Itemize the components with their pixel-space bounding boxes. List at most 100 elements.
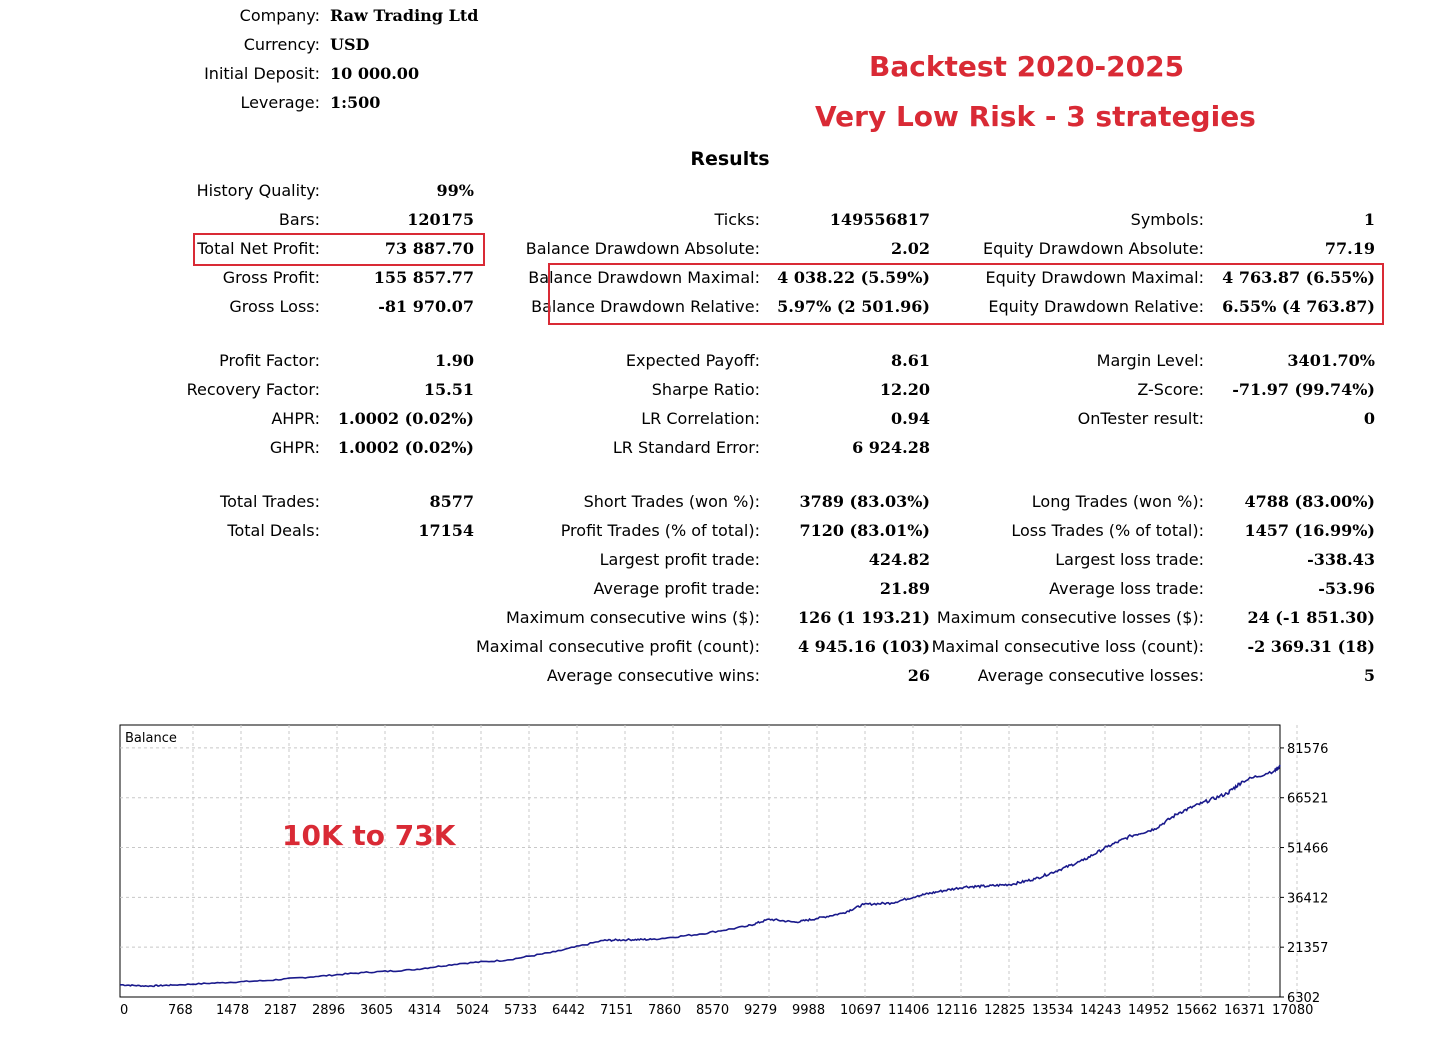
maximum-consecutive-wins-label: Maximum consecutive wins ($):: [505, 608, 760, 627]
recovery-factor-label: Recovery Factor:: [186, 380, 320, 399]
x-tick-label: 1478: [216, 1003, 249, 1018]
maximum-consecutive-losses-value: 24 (-1 851.30): [1247, 608, 1375, 627]
ahpr-value: 1.0002 (0.02%): [337, 409, 474, 428]
expected-payoff-value: 8.61: [891, 351, 930, 370]
equity-drawdown-maximal-value: 4 763.87 (6.55%): [1222, 268, 1375, 287]
ahpr-label: AHPR:: [271, 409, 320, 428]
y-tick-label: 21357: [1287, 941, 1328, 956]
gross-profit-value: 155 857.77: [373, 268, 474, 287]
x-tick-label: 2187: [264, 1003, 297, 1018]
currency-label: Currency:: [243, 35, 320, 54]
maximal-consecutive-loss-count-label: Maximal consecutive loss (count):: [931, 637, 1204, 656]
short-trades-won-label: Short Trades (won %):: [583, 492, 760, 511]
ontester-result-value: 0: [1363, 409, 1375, 428]
loss-trades-of-total-label: Loss Trades (% of total):: [1011, 521, 1204, 540]
x-tick-label: 5024: [456, 1003, 489, 1018]
ticks-value: 149556817: [829, 210, 930, 229]
average-consecutive-wins-label: Average consecutive wins:: [546, 666, 760, 685]
lr-correlation-value: 0.94: [891, 409, 930, 428]
maximum-consecutive-wins-value: 126 (1 193.21): [797, 608, 930, 627]
banner-subtitle: Very Low Risk - 3 strategies: [815, 100, 1256, 133]
history-quality-value: 99%: [436, 181, 474, 200]
leverage-value: 1:500: [330, 93, 381, 112]
currency-value: USD: [330, 35, 370, 54]
results-heading: Results: [690, 148, 770, 170]
symbols-value: 1: [1363, 210, 1375, 229]
maximal-consecutive-profit-count-label: Maximal consecutive profit (count):: [475, 637, 760, 656]
x-tick-label: 9988: [792, 1003, 825, 1018]
company-label: Company:: [239, 6, 320, 25]
chart-annotation: 10K to 73K: [282, 819, 457, 852]
ghpr-value: 1.0002 (0.02%): [337, 438, 474, 457]
equity-drawdown-absolute-label: Equity Drawdown Absolute:: [982, 239, 1204, 258]
x-tick-label: 17080: [1272, 1003, 1313, 1018]
x-tick-label: 9279: [744, 1003, 777, 1018]
y-tick-label: 66521: [1287, 792, 1328, 807]
ontester-result-label: OnTester result:: [1077, 409, 1204, 428]
lr-standard-error-value: 6 924.28: [852, 438, 930, 457]
bars-value: 120175: [407, 210, 474, 229]
maximal-consecutive-profit-count-value: 4 945.16 (103): [797, 637, 930, 656]
ticks-label: Ticks:: [714, 210, 760, 229]
total-trades-label: Total Trades:: [220, 492, 320, 511]
y-tick-label: 6302: [1287, 991, 1320, 1006]
x-tick-label: 12116: [936, 1003, 977, 1018]
loss-trades-of-total-value: 1457 (16.99%): [1244, 521, 1375, 540]
initial-deposit-label: Initial Deposit:: [204, 64, 320, 83]
company-value: Raw Trading Ltd: [330, 6, 479, 25]
x-tick-label: 3605: [360, 1003, 393, 1018]
x-tick-label: 16371: [1224, 1003, 1265, 1018]
lr-correlation-label: LR Correlation:: [641, 409, 760, 428]
margin-level-value: 3401.70%: [1287, 351, 1375, 370]
balance-chart: 0 768 1478 2187 2896 3605 4314 5024 5733 6442 7151…: [0, 715, 1434, 1048]
y-tick-label: 51466: [1287, 842, 1328, 857]
profit-factor-label: Profit Factor:: [219, 351, 320, 370]
x-tick-label: 13534: [1032, 1003, 1073, 1018]
expected-payoff-label: Expected Payoff:: [625, 351, 760, 370]
y-tick-label: 36412: [1287, 891, 1328, 906]
largest-profit-trade-label: Largest profit trade:: [599, 550, 760, 569]
long-trades-won-value: 4788 (83.00%): [1244, 492, 1375, 511]
gross-loss-value: -81 970.07: [378, 297, 474, 316]
largest-profit-trade-value: 424.82: [868, 550, 930, 569]
maximal-consecutive-loss-count-value: -2 369.31 (18): [1247, 637, 1375, 656]
balance-drawdown-relative-value: 5.97% (2 501.96): [777, 297, 930, 316]
equity-drawdown-absolute-value: 77.19: [1324, 239, 1375, 258]
z-score-label: Z-Score:: [1137, 380, 1204, 399]
largest-loss-trade-label: Largest loss trade:: [1055, 550, 1204, 569]
x-tick-label: 10697: [840, 1003, 881, 1018]
long-trades-won-label: Long Trades (won %):: [1031, 492, 1204, 511]
x-tick-label: 12825: [984, 1003, 1025, 1018]
average-profit-trade-value: 21.89: [879, 579, 930, 598]
leverage-label: Leverage:: [240, 93, 320, 112]
balance-drawdown-relative-label: Balance Drawdown Relative:: [531, 297, 760, 316]
equity-drawdown-relative-value: 6.55% (4 763.87): [1222, 297, 1375, 316]
maximum-consecutive-losses-label: Maximum consecutive losses ($):: [936, 608, 1204, 627]
x-tick-label: 768: [168, 1003, 193, 1018]
margin-level-label: Margin Level:: [1096, 351, 1204, 370]
average-loss-trade-value: -53.96: [1318, 579, 1375, 598]
short-trades-won-value: 3789 (83.03%): [799, 492, 930, 511]
equity-drawdown-maximal-label: Equity Drawdown Maximal:: [985, 268, 1204, 287]
x-tick-label: 14952: [1128, 1003, 1169, 1018]
balance-drawdown-maximal-value: 4 038.22 (5.59%): [777, 268, 930, 287]
lr-standard-error-label: LR Standard Error:: [612, 438, 760, 457]
largest-loss-trade-value: -338.43: [1307, 550, 1375, 569]
total-deals-value: 17154: [418, 521, 474, 540]
banner-title: Backtest 2020-2025: [869, 50, 1185, 83]
net-profit-highlight-box: [193, 233, 485, 266]
average-profit-trade-label: Average profit trade:: [593, 579, 760, 598]
profit-trades-of-total-label: Profit Trades (% of total):: [560, 521, 760, 540]
x-tick-label: 5733: [504, 1003, 537, 1018]
x-tick-label: 2896: [312, 1003, 345, 1018]
x-tick-label: 4314: [408, 1003, 441, 1018]
balance-line: [120, 764, 1281, 988]
average-consecutive-losses-value: 5: [1363, 666, 1375, 685]
sharpe-ratio-value: 12.20: [879, 380, 930, 399]
profit-trades-of-total-value: 7120 (83.01%): [799, 521, 930, 540]
chart-frame: [119, 724, 1281, 998]
profit-factor-value: 1.90: [435, 351, 474, 370]
total-deals-label: Total Deals:: [227, 521, 320, 540]
x-tick-label: 0: [120, 1003, 128, 1018]
x-tick-label: 7860: [648, 1003, 681, 1018]
